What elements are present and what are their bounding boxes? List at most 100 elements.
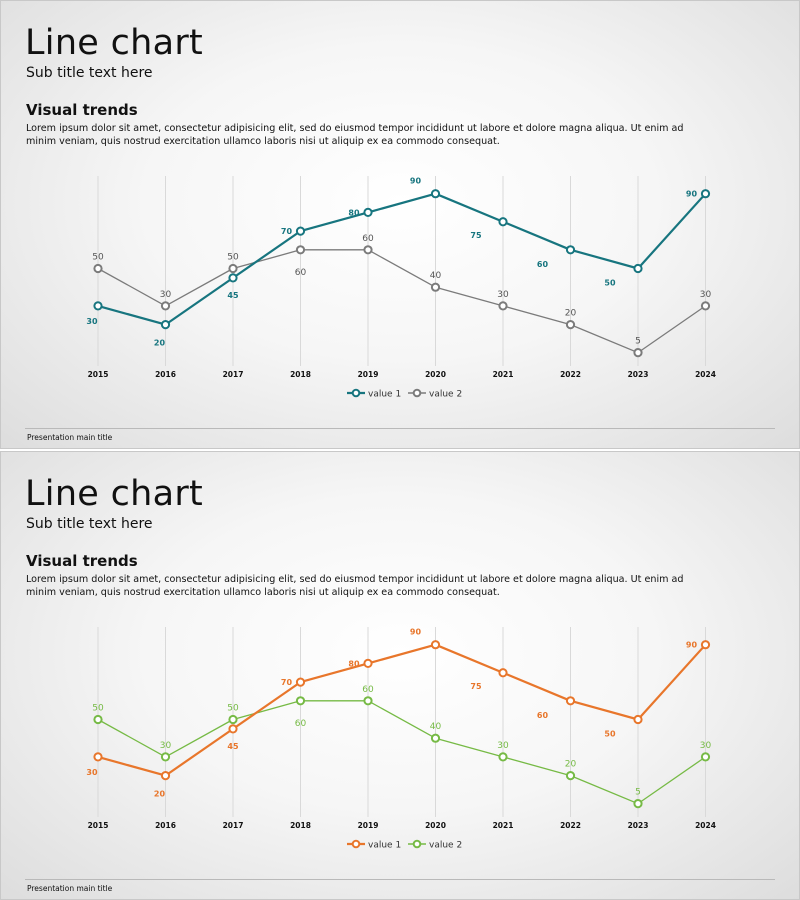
data-point-value-1-2017 [228, 724, 238, 734]
data-point-value-2-2015 [93, 263, 103, 274]
slide-1: Line chart Sub title text here Visual tr… [0, 0, 800, 449]
data-label-value-2-2018: 60 [295, 719, 307, 729]
data-point-value-1-2019 [363, 207, 373, 218]
x-tick-label-2021: 2021 [493, 370, 514, 379]
data-label-value-1-2021: 75 [470, 231, 482, 240]
legend: value 1 value 2 [347, 388, 462, 400]
data-label-value-2-2017: 50 [227, 704, 239, 714]
slide-title: Line chart [25, 474, 204, 514]
footer-text: Presentation main title [27, 884, 113, 893]
data-point-value-1-2019 [363, 658, 373, 669]
section-heading: Visual trends [26, 552, 138, 570]
data-point-value-1-2016 [160, 771, 171, 781]
data-label-value-1-2016: 20 [154, 790, 166, 799]
data-label-value-1-2022: 60 [537, 260, 549, 269]
legend-label-value-1: value 1 [368, 390, 401, 400]
data-point-value-2-2018 [295, 245, 306, 255]
x-tick-label-2020: 2020 [425, 821, 446, 830]
data-label-value-2-2022: 20 [565, 760, 577, 770]
data-label-value-1-2016: 20 [154, 339, 166, 348]
data-point-value-1-2015 [93, 301, 103, 311]
series-line-value-1 [97, 643, 707, 777]
data-label-value-2-2020: 40 [430, 722, 442, 732]
data-label-value-2-2015: 50 [92, 704, 104, 714]
data-label-value-1-2021: 75 [470, 682, 482, 691]
x-tick-label-2022: 2022 [560, 821, 581, 830]
data-label-value-1-2017: 45 [227, 291, 239, 300]
data-label-value-2-2019: 60 [362, 685, 374, 695]
data-label-value-2-2021: 30 [497, 290, 509, 300]
data-point-value-1-2021 [498, 217, 508, 227]
series-line-value-2 [97, 249, 706, 354]
series-line-value-2 [97, 700, 706, 805]
footer-divider [25, 428, 775, 429]
data-label-value-2-2023: 5 [635, 337, 641, 347]
legend-marker-value-1 [351, 839, 361, 849]
legend-marker-value-2 [412, 839, 422, 849]
data-point-value-1-2016 [160, 320, 171, 330]
x-tick-label-2019: 2019 [358, 821, 379, 830]
data-label-value-1-2015: 30 [86, 317, 98, 326]
data-point-value-2-2021 [498, 752, 508, 762]
data-label-value-2-2024: 30 [700, 290, 712, 300]
legend-label-value-2: value 2 [429, 841, 462, 851]
x-tick-label-2021: 2021 [493, 821, 514, 830]
data-point-value-2-2023 [633, 799, 643, 809]
data-label-value-1-2019: 80 [348, 208, 360, 217]
data-point-value-2-2018 [295, 696, 306, 706]
line-chart: 2015 2016 2017 2018 2019 2020 2021 2022 2023 2024… [86, 176, 716, 400]
data-point-value-1-2018 [295, 226, 306, 236]
data-point-value-2-2015 [93, 714, 103, 725]
x-tick-label-2016: 2016 [155, 821, 176, 830]
data-label-value-2-2015: 50 [92, 253, 104, 263]
data-label-value-1-2017: 45 [227, 742, 239, 751]
data-label-value-1-2015: 30 [86, 768, 98, 777]
x-tick-label-2022: 2022 [560, 370, 581, 379]
legend-label-value-1: value 1 [368, 841, 401, 851]
data-label-value-2-2019: 60 [362, 234, 374, 244]
data-point-value-2-2020 [430, 282, 441, 292]
data-label-value-1-2018: 70 [281, 678, 293, 687]
data-point-value-2-2019 [363, 245, 373, 255]
data-point-value-1-2024 [700, 189, 711, 199]
data-label-value-2-2017: 50 [227, 253, 239, 263]
slide-subtitle: Sub title text here [26, 65, 153, 81]
data-point-value-1-2022 [565, 696, 576, 706]
data-label-value-2-2020: 40 [430, 271, 442, 281]
footer-divider [25, 879, 775, 880]
data-label-value-1-2024: 90 [686, 641, 698, 650]
data-point-value-2-2017 [228, 263, 238, 274]
section-heading: Visual trends [26, 101, 138, 119]
x-tick-label-2020: 2020 [425, 370, 446, 379]
data-point-value-1-2020 [430, 189, 441, 199]
data-point-value-1-2023 [633, 714, 643, 725]
data-label-value-1-2022: 60 [537, 711, 549, 720]
x-tick-label-2023: 2023 [628, 821, 649, 830]
x-tick-label-2019: 2019 [358, 370, 379, 379]
data-point-value-2-2024 [700, 301, 711, 311]
slide-2: Line chart Sub title text here Visual tr… [0, 451, 800, 900]
x-tick-label-2016: 2016 [155, 370, 176, 379]
body-text: Lorem ipsum dolor sit amet, consectetur … [26, 123, 684, 147]
x-tick-label-2024: 2024 [695, 821, 716, 830]
data-label-value-2-2016: 30 [160, 290, 172, 300]
data-point-value-2-2016 [160, 752, 171, 762]
data-point-value-2-2016 [160, 301, 171, 311]
data-label-value-2-2022: 20 [565, 309, 577, 319]
footer-text: Presentation main title [27, 433, 113, 442]
x-tick-label-2017: 2017 [223, 821, 244, 830]
body-text: Lorem ipsum dolor sit amet, consectetur … [26, 574, 684, 598]
data-label-value-2-2016: 30 [160, 741, 172, 751]
data-point-value-1-2017 [228, 273, 238, 283]
data-point-value-1-2018 [295, 677, 306, 687]
data-label-value-1-2018: 70 [281, 227, 293, 236]
x-tick-label-2015: 2015 [88, 821, 109, 830]
data-point-value-1-2024 [700, 640, 711, 650]
data-point-value-2-2022 [565, 320, 576, 330]
data-point-value-1-2021 [498, 668, 508, 678]
data-label-value-1-2024: 90 [686, 190, 698, 199]
line-chart: 2015 2016 2017 2018 2019 2020 2021 2022 2023 2024… [86, 627, 716, 851]
legend-label-value-2: value 2 [429, 390, 462, 400]
x-tick-label-2023: 2023 [628, 370, 649, 379]
data-label-value-2-2024: 30 [700, 741, 712, 751]
